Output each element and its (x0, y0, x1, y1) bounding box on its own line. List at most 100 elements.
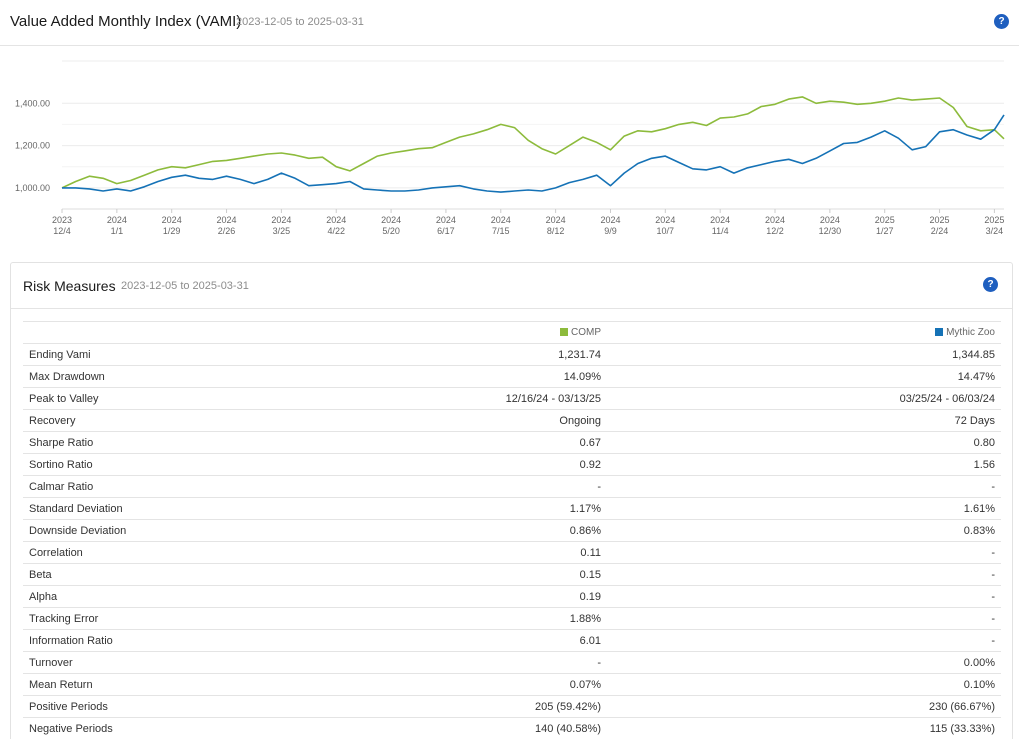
table-row: Peak to Valley 12/16/24 - 03/13/25 03/25/2… (23, 387, 1001, 410)
comp-value: 140 (40.58%) (223, 717, 607, 739)
x-tick-year: 2024 (491, 215, 511, 225)
table-row: Alpha 0.19- (23, 585, 1001, 608)
y-tick-label: 1,200.00 (15, 141, 50, 151)
x-tick-year: 2023 (52, 215, 72, 225)
risk-header: Risk Measures 2023-12-05 to 2025-03-31 ? (11, 263, 1012, 309)
metric-label: Turnover (23, 651, 223, 674)
risk-table-body: Ending Vami 1,231.74 1,344.85 Max Drawdown 1… (23, 343, 1001, 739)
comp-value: 0.92 (223, 453, 607, 476)
comp-value: - (223, 651, 607, 674)
table-row: Ending Vami 1,231.74 1,344.85 (23, 343, 1001, 366)
metric-label: Positive Periods (23, 695, 223, 718)
x-tick-year: 2024 (765, 215, 785, 225)
x-tick-year: 2025 (875, 215, 895, 225)
comp-value: 0.07% (223, 673, 607, 696)
zoo-value: - (607, 563, 1001, 586)
zoo-value: - (607, 585, 1001, 608)
x-tick-date: 12/30 (819, 226, 842, 236)
metric-label: Correlation (23, 541, 223, 564)
zoo-value: 1,344.85 (607, 343, 1001, 366)
zoo-value: - (607, 607, 1001, 630)
x-tick-year: 2024 (820, 215, 840, 225)
x-tick-year: 2024 (162, 215, 182, 225)
x-tick-date: 1/27 (876, 226, 894, 236)
x-tick-year: 2025 (930, 215, 950, 225)
comp-value: 14.09% (223, 365, 607, 388)
risk-title: Risk Measures (23, 278, 116, 294)
x-tick-date: 10/7 (657, 226, 675, 236)
comp-value: 6.01 (223, 629, 607, 652)
table-row: Downside Deviation 0.86% 0.83% (23, 519, 1001, 542)
vami-header: Value Added Monthly Index (VAMI) 2023-12… (0, 0, 1019, 46)
comp-value: 0.19 (223, 585, 607, 608)
table-row: Recovery Ongoing 72 Days (23, 409, 1001, 432)
zoo-value: 03/25/24 - 06/03/24 (607, 387, 1001, 410)
zoo-value: - (607, 475, 1001, 498)
x-tick-year: 2024 (655, 215, 675, 225)
comp-value: Ongoing (223, 409, 607, 432)
comp-value: 205 (59.42%) (223, 695, 607, 718)
x-tick-year: 2024 (217, 215, 237, 225)
zoo-value: 1.61% (607, 497, 1001, 520)
x-tick-date: 9/9 (604, 226, 617, 236)
table-row: Positive Periods 205 (59.42%) 230 (66.67%) (23, 695, 1001, 718)
comp-legend-swatch (560, 328, 568, 336)
x-tick-date: 4/22 (327, 226, 345, 236)
table-row: Max Drawdown 14.09% 14.47% (23, 365, 1001, 388)
zoo-value: 1.56 (607, 453, 1001, 476)
comp-value: 0.15 (223, 563, 607, 586)
risk-table-header-row: COMP Mythic Zoo (23, 321, 1001, 344)
vami-help-icon[interactable]: ? (994, 14, 1009, 29)
x-tick-year: 2024 (381, 215, 401, 225)
table-row: Standard Deviation 1.17% 1.61% (23, 497, 1001, 520)
metric-column-header (23, 321, 223, 344)
y-tick-label: 1,400.00 (15, 98, 50, 108)
metric-label: Sharpe Ratio (23, 431, 223, 454)
y-tick-label: 1,000.00 (15, 183, 50, 193)
zoo-value: 14.47% (607, 365, 1001, 388)
x-tick-date: 12/4 (53, 226, 71, 236)
metric-label: Information Ratio (23, 629, 223, 652)
table-row: Negative Periods 140 (40.58%) 115 (33.33%) (23, 717, 1001, 739)
zoo-value: 230 (66.67%) (607, 695, 1001, 718)
zoo-column-label: Mythic Zoo (946, 327, 995, 338)
metric-label: Alpha (23, 585, 223, 608)
risk-table: COMP Mythic Zoo Ending Vami 1,231.74 1,344… (23, 321, 1001, 739)
table-row: Mean Return 0.07% 0.10% (23, 673, 1001, 696)
vami-date-range: 2023-12-05 to 2025-03-31 (236, 16, 364, 28)
zoo-value: 0.80 (607, 431, 1001, 454)
metric-label: Standard Deviation (23, 497, 223, 520)
comp-value: 0.11 (223, 541, 607, 564)
metric-label: Ending Vami (23, 343, 223, 366)
metric-label: Tracking Error (23, 607, 223, 630)
x-tick-date: 1/1 (111, 226, 124, 236)
metric-label: Mean Return (23, 673, 223, 696)
zoo-legend-swatch (935, 328, 944, 336)
x-tick-date: 12/2 (766, 226, 784, 236)
x-tick-year: 2024 (326, 215, 346, 225)
metric-label: Sortino Ratio (23, 453, 223, 476)
x-tick-year: 2024 (600, 215, 620, 225)
comp-value: 1.17% (223, 497, 607, 520)
zoo-value: 115 (33.33%) (607, 717, 1001, 739)
metric-label: Max Drawdown (23, 365, 223, 388)
metric-label: Recovery (23, 409, 223, 432)
table-row: Turnover -0.00% (23, 651, 1001, 674)
x-tick-year: 2025 (984, 215, 1004, 225)
table-row: Sortino Ratio 0.92 1.56 (23, 453, 1001, 476)
x-tick-year: 2024 (546, 215, 566, 225)
x-tick-year: 2024 (710, 215, 730, 225)
comp-value: - (223, 475, 607, 498)
risk-date-range: 2023-12-05 to 2025-03-31 (121, 280, 249, 292)
table-row: Correlation 0.11- (23, 541, 1001, 564)
x-tick-date: 2/24 (931, 226, 949, 236)
comp-value: 12/16/24 - 03/13/25 (223, 387, 607, 410)
zoo-value: 0.00% (607, 651, 1001, 674)
comp-value: 0.67 (223, 431, 607, 454)
vami-title: Value Added Monthly Index (VAMI) (10, 13, 242, 30)
metric-label: Beta (23, 563, 223, 586)
risk-help-icon[interactable]: ? (983, 277, 998, 292)
metric-label: Downside Deviation (23, 519, 223, 542)
table-row: Beta 0.15- (23, 563, 1001, 586)
